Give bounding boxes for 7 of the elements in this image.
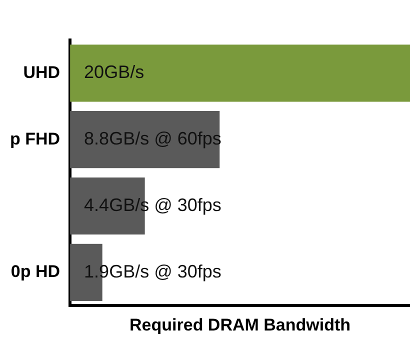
x-axis-title: Required DRAM Bandwidth — [130, 315, 351, 334]
bar — [70, 111, 220, 168]
data-label: 20GB/s — [84, 62, 144, 82]
bar — [70, 44, 410, 102]
y-tick-label: UHD — [23, 62, 60, 82]
y-tick-label: p FHD — [10, 129, 60, 148]
y-tick-label: 0p HD — [10, 262, 60, 282]
